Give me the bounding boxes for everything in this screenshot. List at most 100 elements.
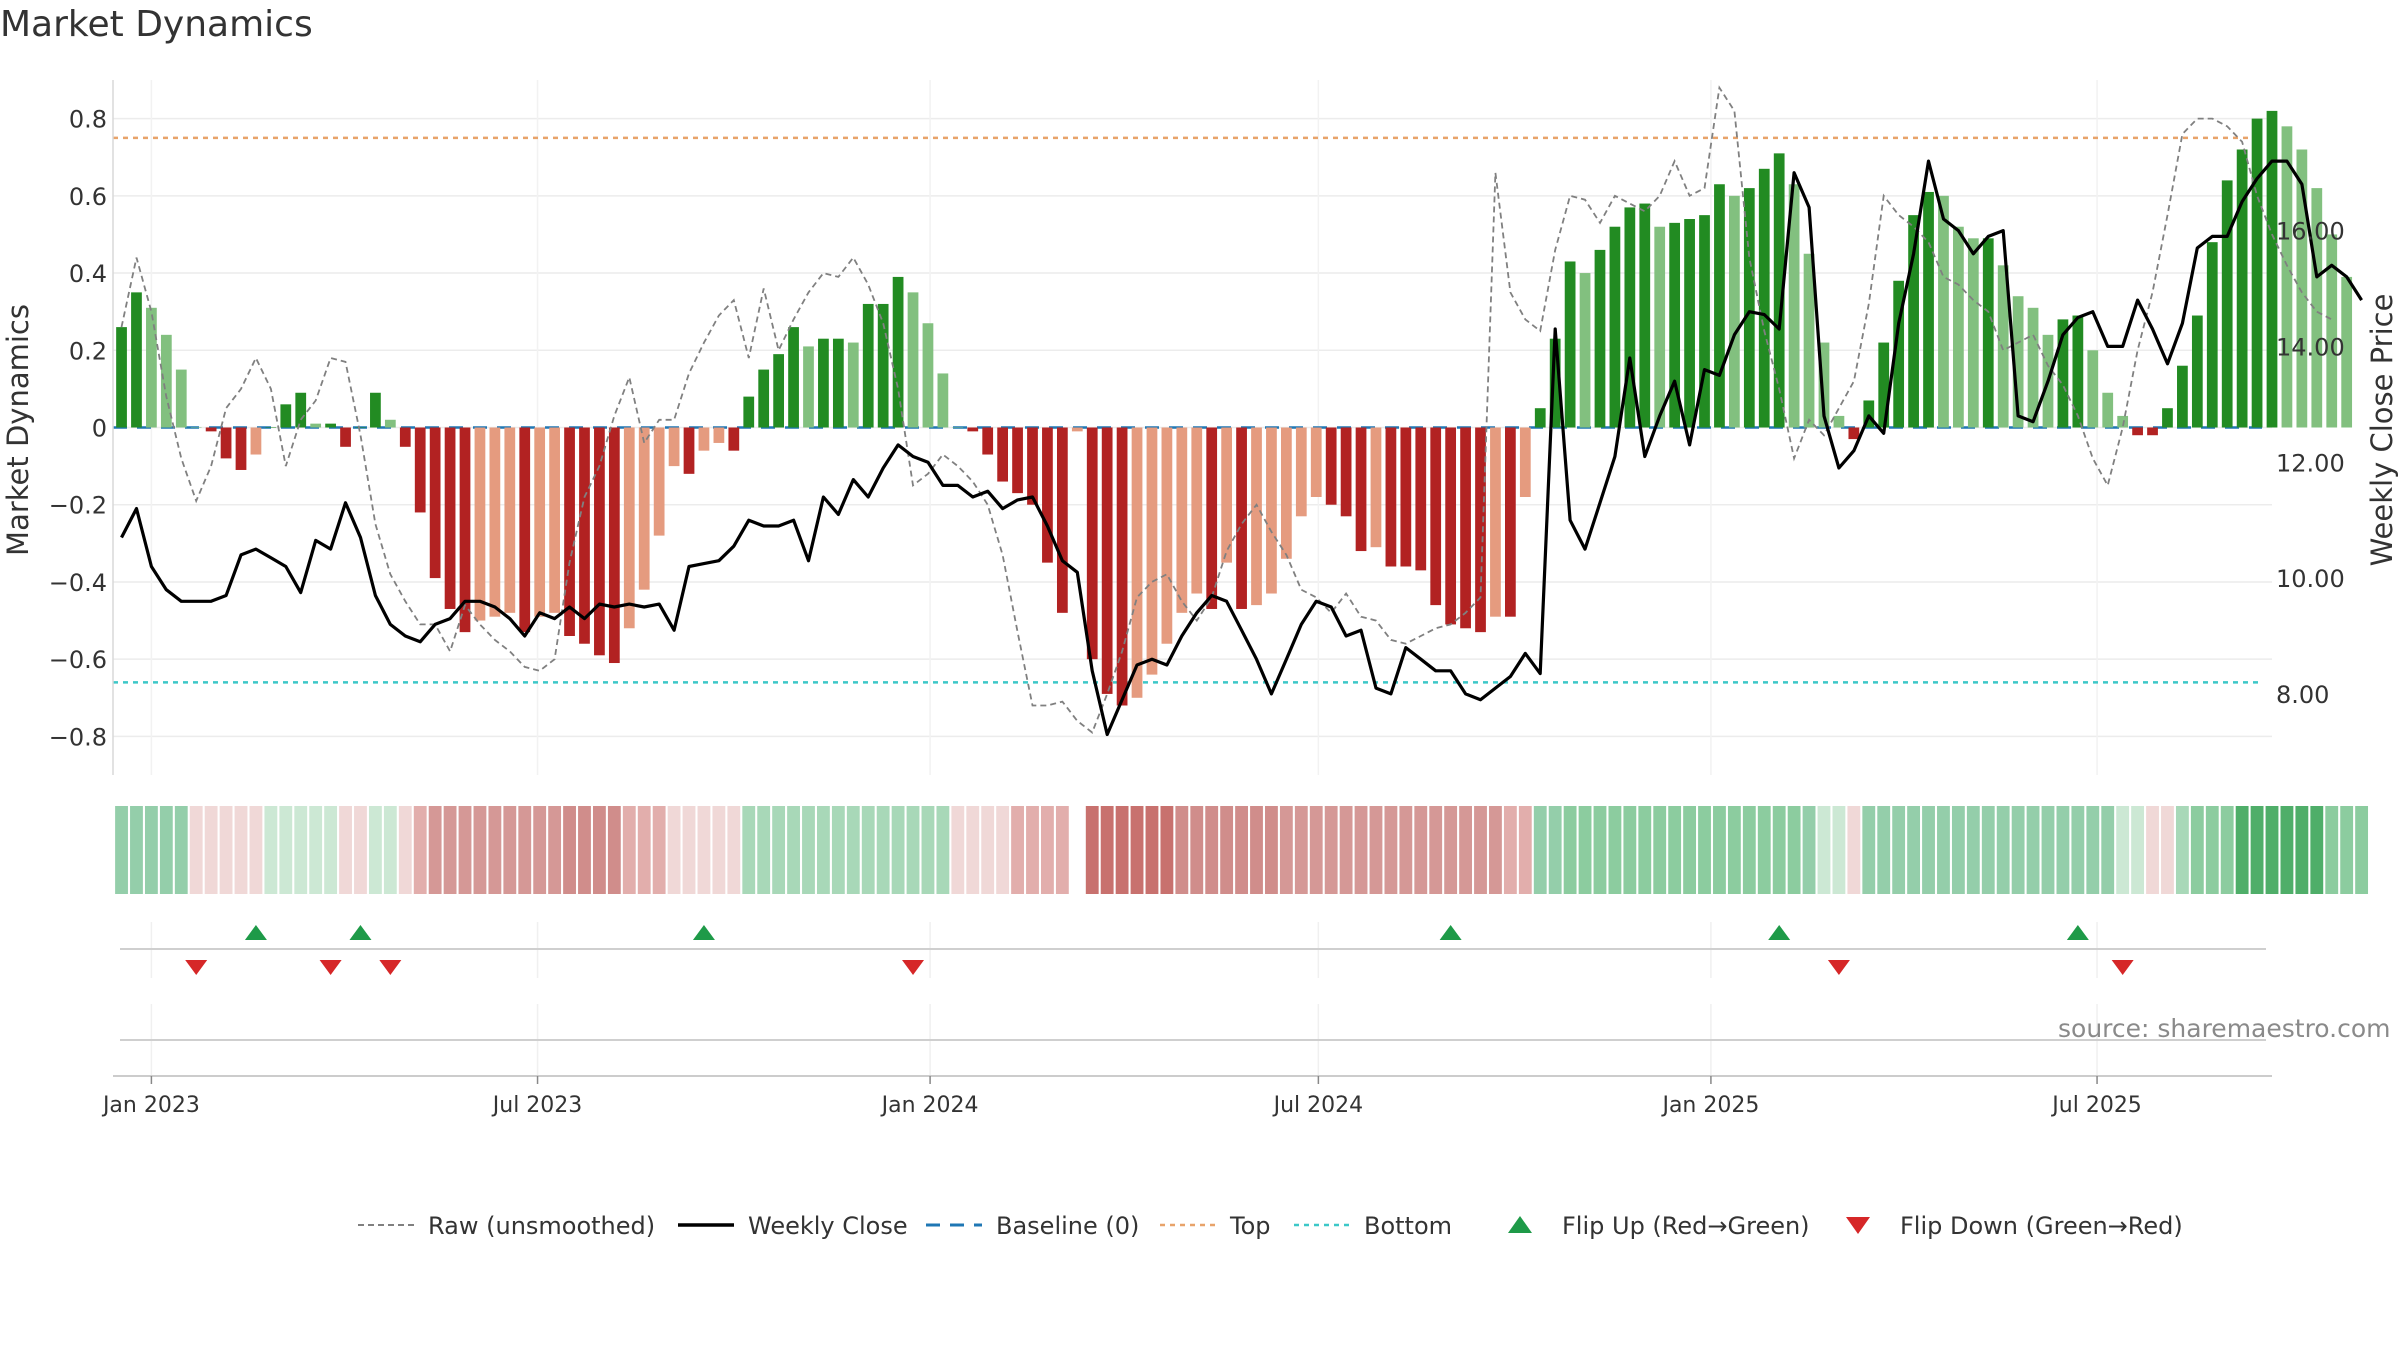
dynamics-bar (131, 292, 142, 428)
dynamics-bar (638, 427, 650, 590)
dynamics-bar (1251, 427, 1262, 606)
dynamics-bar (175, 369, 187, 428)
dynamics-bar (877, 303, 889, 428)
dynamics-bar (1370, 427, 1382, 548)
dynamics-bar (1385, 427, 1397, 567)
y-tick-label: −0.6 (49, 646, 107, 674)
regime-cell (2056, 806, 2070, 894)
dynamics-bar (384, 419, 396, 428)
dynamics-bar (1714, 184, 1725, 428)
regime-cell (1474, 806, 1487, 894)
source-note: source: sharemaestro.com (2058, 1014, 2391, 1043)
regime-cell (831, 806, 845, 894)
regime-cell (189, 806, 203, 894)
dynamics-bar (1982, 238, 1994, 428)
regime-cell (473, 806, 487, 894)
empty-panel (120, 1004, 2266, 1076)
regime-cell (578, 806, 591, 894)
dynamics-bar (698, 427, 710, 451)
regime-cell (1727, 806, 1741, 894)
regime-cell (2086, 806, 2100, 894)
regime-cell (966, 806, 980, 894)
dynamics-bar (2012, 296, 2024, 428)
regime-cell (1190, 806, 1204, 894)
regime-cell (1533, 806, 1547, 894)
dynamics-bar (1101, 427, 1113, 694)
regime-cell (279, 806, 293, 894)
dynamics-bar (1295, 427, 1307, 517)
dynamics-bar (997, 427, 1009, 482)
dynamics-bar (295, 392, 307, 428)
dynamics-bar (1923, 191, 1934, 428)
dynamics-bar (2117, 415, 2129, 428)
regime-cell (846, 806, 860, 894)
regime-cell (1877, 806, 1891, 894)
dynamics-bar (818, 338, 829, 428)
dynamics-bar (1534, 408, 1546, 428)
dynamics-bar (2221, 180, 2233, 428)
regime-cell (1683, 806, 1697, 894)
regime-cell (1324, 806, 1338, 894)
legend-label: Flip Down (Green→Red) (1900, 1212, 2183, 1240)
dynamics-bar (146, 307, 157, 428)
dynamics-bar (2326, 234, 2338, 428)
regime-cell (1160, 806, 1174, 894)
regime-cell (1922, 806, 1935, 894)
regime-strip (115, 806, 2369, 894)
regime-cell (2220, 806, 2234, 894)
dynamics-bars (116, 110, 2353, 706)
dynamics-bar (220, 427, 232, 459)
dynamics-bar (922, 323, 934, 428)
regime-cell (1205, 806, 1219, 894)
dynamics-bar (967, 427, 979, 432)
x-tick-label: Jul 2024 (1272, 1093, 1364, 1118)
dynamics-bar (399, 427, 411, 447)
dynamics-bar (758, 369, 770, 428)
regime-cell (1489, 806, 1502, 894)
dynamics-bar (1460, 427, 1471, 629)
y-tick-label: −0.8 (49, 723, 107, 751)
regime-cell (354, 806, 367, 894)
regime-cell (1384, 806, 1398, 894)
dynamics-bar (1221, 427, 1233, 563)
regime-cell (1593, 806, 1607, 894)
regime-cell (1414, 806, 1428, 894)
dynamics-bar (1415, 427, 1427, 571)
regime-cell (159, 806, 173, 894)
dynamics-bar (1490, 427, 1501, 617)
dynamics-bar (2296, 149, 2308, 428)
flip-down-marker (379, 960, 402, 975)
regime-cell (368, 806, 382, 894)
dynamics-bar (1699, 215, 1710, 428)
flip-down-marker (185, 960, 208, 975)
dynamics-bar (594, 427, 605, 656)
regime-cell (1085, 806, 1099, 894)
regime-cell (1966, 806, 1980, 894)
dynamics-bar (1729, 195, 1740, 428)
regime-cell (1668, 806, 1682, 894)
regime-cell (592, 806, 606, 894)
dynamics-bar (803, 346, 814, 428)
dynamics-bar (355, 427, 366, 428)
regime-cell (1503, 806, 1517, 894)
dynamics-bar (1848, 427, 1860, 440)
close-line-layer (120, 159, 2363, 737)
dynamics-bar (1773, 153, 1785, 428)
dynamics-bar (892, 276, 904, 428)
dynamics-bar (937, 373, 949, 428)
dynamics-bar (1818, 342, 1830, 428)
regime-cell (204, 806, 218, 894)
y2-tick-label: 14.00 (2276, 333, 2345, 361)
dynamics-bar (1624, 207, 1636, 428)
dynamics-bar (1893, 280, 1905, 428)
chart-title: Market Dynamics (0, 4, 313, 45)
regime-cell (1907, 806, 1921, 894)
regime-cell (458, 806, 472, 894)
flip-down-marker (319, 960, 342, 975)
y2-tick-label: 8.00 (2276, 681, 2329, 709)
dynamics-bar (832, 338, 844, 428)
regime-cell (1742, 806, 1756, 894)
regime-cell (518, 806, 532, 894)
dynamics-bar (1355, 427, 1367, 552)
regime-cell (682, 806, 696, 894)
